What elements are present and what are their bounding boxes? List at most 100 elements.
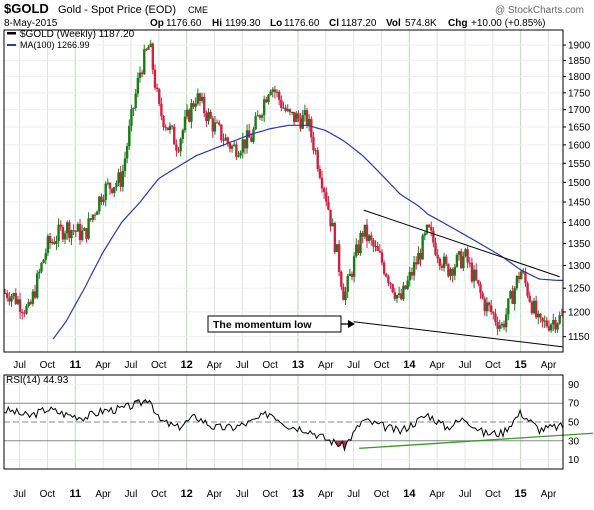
candle-body <box>70 230 73 239</box>
candle-body <box>310 118 313 138</box>
rsi-panel-frame <box>3 374 564 470</box>
candle-body <box>95 211 99 215</box>
rsi-y-axis: 10 30 50 70 90 <box>568 380 580 466</box>
watermark: @ StockCharts.com <box>495 5 584 16</box>
candle-body <box>85 228 88 239</box>
x-tick-label: Jul <box>125 360 138 371</box>
price-y-tick-label: 1450 <box>568 198 591 209</box>
price-y-tick-label: 1650 <box>568 123 591 134</box>
price-panel-frame <box>3 29 564 353</box>
candle-body <box>316 150 319 169</box>
candle-body <box>170 125 174 127</box>
candle-body <box>63 233 67 240</box>
candle-body <box>110 188 114 193</box>
candle-body <box>560 315 564 317</box>
candle-body <box>541 317 544 322</box>
vol-value: 574.8K <box>405 18 437 29</box>
candle-body <box>419 252 422 260</box>
candle-body <box>359 232 362 254</box>
price-legend-label: $GOLD (Weekly) 1187.20 <box>20 29 135 40</box>
candle-body <box>519 271 523 280</box>
candle-body <box>352 256 356 277</box>
cl-label: Cl <box>329 18 339 29</box>
x-tick-label: Oct <box>262 360 278 371</box>
candle-body <box>314 150 317 152</box>
candle-body <box>492 312 495 314</box>
candle-body <box>243 139 247 149</box>
candle-body <box>254 116 257 130</box>
x-tick-label: 13 <box>292 359 304 371</box>
candle-body <box>312 137 315 151</box>
candle-body <box>113 187 116 193</box>
candle-body <box>256 115 259 117</box>
candle-body <box>130 109 133 126</box>
x-tick-label: 14 <box>403 359 416 371</box>
candle-body <box>168 125 172 131</box>
x-tick-label: Oct <box>374 489 390 500</box>
candle-body <box>125 146 129 159</box>
candle-body <box>526 283 529 296</box>
candle-body <box>462 256 465 269</box>
lo-value: 1176.60 <box>284 18 320 29</box>
candle-body <box>27 301 30 306</box>
candle-body <box>318 168 322 178</box>
candle-body <box>104 183 107 200</box>
x-tick-label: 12 <box>180 488 192 500</box>
candle-body <box>500 323 504 326</box>
candle-body <box>355 244 358 257</box>
candle-body <box>280 99 283 108</box>
candle-body <box>357 244 360 254</box>
candle-body <box>417 252 420 265</box>
candle-body <box>442 256 446 268</box>
candle-body <box>504 314 508 328</box>
candle-body <box>430 227 433 231</box>
rsi-legend-label: RSI(14) 44.93 <box>6 375 69 386</box>
ohlc-readout: Op 1176.60 Hi 1199.30 Lo 1176.60 Cl 1187… <box>150 18 546 29</box>
candle-body <box>389 282 392 285</box>
candle-body <box>436 254 439 259</box>
candle-body <box>286 109 289 111</box>
candle-body <box>102 199 105 203</box>
candle-body <box>68 222 71 239</box>
price-y-tick-label: 1500 <box>568 178 591 189</box>
candle-body <box>143 49 146 75</box>
candle-body <box>80 230 84 241</box>
price-x-axis-labels: Jul Oct 11 Apr Jul Oct 12 Apr Jul Oct 13 Apr Jul Oct 1… <box>13 359 557 371</box>
candle-body <box>8 298 11 302</box>
candle-body <box>528 295 531 302</box>
candle-body <box>134 93 137 108</box>
candle-body <box>320 177 324 189</box>
price-gridlines <box>4 30 563 352</box>
candle-body <box>149 43 152 48</box>
x-tick-label: Apr <box>541 489 557 500</box>
candle-body <box>106 182 110 184</box>
candle-body <box>327 201 330 210</box>
wedge-trendline <box>353 321 564 348</box>
candle-body <box>209 112 212 119</box>
candle-body <box>16 299 20 304</box>
x-tick-label: Oct <box>262 489 278 500</box>
candle-body <box>108 182 112 189</box>
candle-body <box>50 241 54 244</box>
candle-body <box>222 140 225 142</box>
candle-body <box>307 118 311 126</box>
candle-body <box>522 271 525 273</box>
rsi-x-axis-labels: Jul Oct 11 Apr Jul Oct 12 Apr Jul Oct 13 Apr Jul Oct 1… <box>13 488 557 500</box>
x-tick-label: Jul <box>459 360 472 371</box>
candle-body <box>438 258 441 266</box>
candle-body <box>474 269 478 281</box>
rsi-y-tick-label: 70 <box>568 399 580 410</box>
candle-body <box>213 122 217 132</box>
candle-body <box>305 110 309 126</box>
x-tick-label: Apr <box>207 489 223 500</box>
candle-body <box>331 222 334 227</box>
candle-body <box>235 144 238 157</box>
price-y-tick-label: 1350 <box>568 239 591 250</box>
candle-body <box>138 72 142 78</box>
candle-body <box>303 110 307 116</box>
candle-body <box>325 192 328 202</box>
price-candles <box>3 40 564 336</box>
candle-body <box>155 87 159 90</box>
candle-body <box>404 285 407 289</box>
